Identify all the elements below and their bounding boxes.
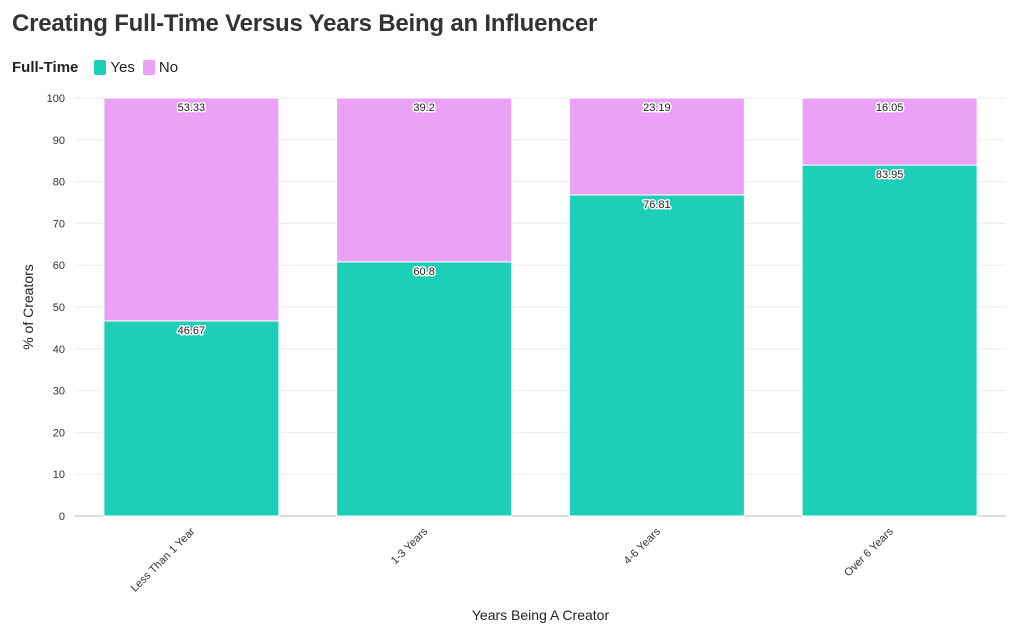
legend-title: Full-Time xyxy=(12,58,79,76)
bar-segment-no[interactable] xyxy=(336,97,513,263)
y-axis-ticks: 0 10 20 30 40 50 60 70 80 90 100 xyxy=(47,93,65,523)
legend-swatch-yes xyxy=(94,59,107,75)
legend-item-yes[interactable]: Yes xyxy=(94,58,135,76)
data-label-yes: 46.67 xyxy=(178,325,206,337)
y-tick-label: 20 xyxy=(53,427,65,439)
x-tick-label: Less Than 1 Year xyxy=(129,525,198,594)
bar-segment-no[interactable] xyxy=(103,97,280,322)
data-label-yes: 76.81 xyxy=(643,199,671,211)
x-axis-ticks: Less Than 1 Year 1-3 Years 4-6 Years Over 6… xyxy=(129,525,896,594)
x-tick-label: 4-6 Years xyxy=(622,525,664,567)
data-label-no: 53.33 xyxy=(178,102,206,114)
bar-segment-yes[interactable] xyxy=(103,320,280,517)
data-label-no: 39.2 xyxy=(413,102,434,114)
y-tick-label: 40 xyxy=(53,344,65,356)
y-tick-label: 10 xyxy=(53,469,65,481)
legend-swatch-no xyxy=(142,59,155,75)
bar-segment-no[interactable] xyxy=(568,97,745,196)
y-axis-title: % of Creators xyxy=(20,264,36,350)
legend-label-no: No xyxy=(158,58,179,76)
x-axis-title: Years Being A Creator xyxy=(472,607,610,623)
data-label-yes: 60.8 xyxy=(413,266,434,278)
y-tick-label: 100 xyxy=(47,93,65,105)
y-tick-label: 90 xyxy=(53,135,65,147)
legend-label-yes: Yes xyxy=(110,58,135,76)
data-label-no: 16.05 xyxy=(876,102,904,114)
y-tick-label: 80 xyxy=(53,177,65,189)
bar-segment-yes[interactable] xyxy=(801,164,978,517)
x-tick-label: 1-3 Years xyxy=(389,525,431,567)
legend: Full-Time Yes No xyxy=(12,57,186,77)
bars xyxy=(103,97,978,517)
y-tick-label: 60 xyxy=(53,260,65,272)
bar-segment-no[interactable] xyxy=(801,97,978,166)
y-tick-label: 0 xyxy=(59,511,65,523)
legend-item-no[interactable]: No xyxy=(142,58,179,76)
y-tick-label: 70 xyxy=(53,218,65,230)
data-label-no: 23.19 xyxy=(643,102,671,114)
x-tick-label: Over 6 Years xyxy=(842,525,896,579)
bar-segment-yes[interactable] xyxy=(568,194,745,517)
bar-segment-yes[interactable] xyxy=(336,261,513,517)
y-tick-label: 50 xyxy=(53,302,65,314)
chart-title: Creating Full-Time Versus Years Being an… xyxy=(12,10,598,37)
bar-labels: 46.67 53.33 60.8 39.2 76.81 23.19 83.95 16.05 xyxy=(176,101,905,339)
y-tick-label: 30 xyxy=(53,386,65,398)
data-label-yes: 83.95 xyxy=(876,169,904,181)
